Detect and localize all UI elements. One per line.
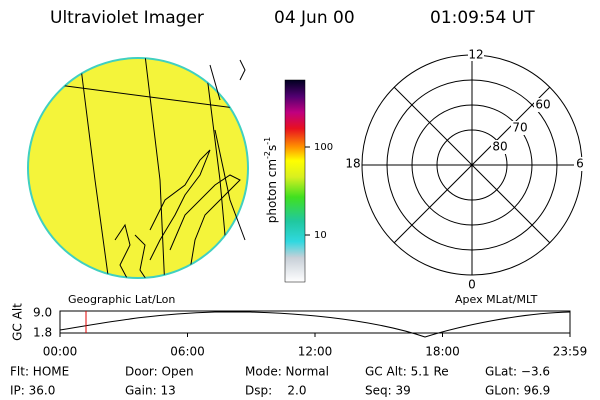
- mlt-label: 18: [345, 157, 360, 171]
- colorbar-tick-label: 100: [314, 142, 333, 153]
- status-field: Flt: HOME: [10, 365, 69, 379]
- lat-label: 80: [492, 140, 507, 154]
- polar-grid: [361, 54, 583, 276]
- unit: s: [265, 145, 279, 151]
- status-field: Door: Open: [125, 365, 194, 379]
- mlt-label: 6: [576, 157, 584, 171]
- title: Ultraviolet Imager: [50, 8, 204, 28]
- exponent: -1: [263, 137, 272, 145]
- x-tick-label: 12:00: [298, 345, 333, 359]
- y-tick-label: 1.8: [33, 326, 52, 340]
- lat-label: 60: [535, 98, 550, 112]
- altitude-frame: [59, 310, 571, 334]
- colorbar: [284, 79, 306, 283]
- colorbar-tick-label: 10: [314, 230, 327, 241]
- altitude-axis-label: GC Alt: [11, 303, 25, 341]
- status-field: GLat: −3.6: [485, 365, 550, 379]
- mlt-label: 12: [468, 48, 483, 62]
- uv-image: [27, 57, 249, 279]
- status-field: GC Alt: 5.1 Re: [365, 365, 449, 379]
- date: 04 Jun 00: [274, 8, 355, 28]
- x-tick-label: 00:00: [43, 345, 78, 359]
- unit: photon cm: [265, 159, 279, 223]
- colorbar-label: photon cm-2s-1: [263, 137, 279, 224]
- polar-caption: Apex MLat/MLT: [455, 293, 538, 306]
- x-tick-label: 23:59: [553, 345, 588, 359]
- status-field: Gain: 13: [125, 384, 176, 398]
- x-tick-label: 06:00: [170, 345, 205, 359]
- mlt-label: 0: [468, 278, 476, 292]
- status-field: GLon: 96.9: [485, 384, 550, 398]
- status-field: Dsp: 2.0: [245, 384, 307, 398]
- status-field: Seq: 39: [365, 384, 411, 398]
- polar-labels: 12 18 6 0 60 70 80: [343, 47, 586, 292]
- status-field: IP: 36.0: [10, 384, 55, 398]
- time: 01:09:54 UT: [430, 8, 535, 28]
- status-field: Mode: Normal: [245, 365, 329, 379]
- y-tick-label: 9.0: [33, 306, 52, 320]
- altitude-curve: [59, 311, 571, 338]
- lat-label: 70: [512, 121, 527, 135]
- x-tick-label: 18:00: [425, 345, 460, 359]
- map-caption: Geographic Lat/Lon: [68, 293, 175, 306]
- exponent: -2: [263, 151, 272, 159]
